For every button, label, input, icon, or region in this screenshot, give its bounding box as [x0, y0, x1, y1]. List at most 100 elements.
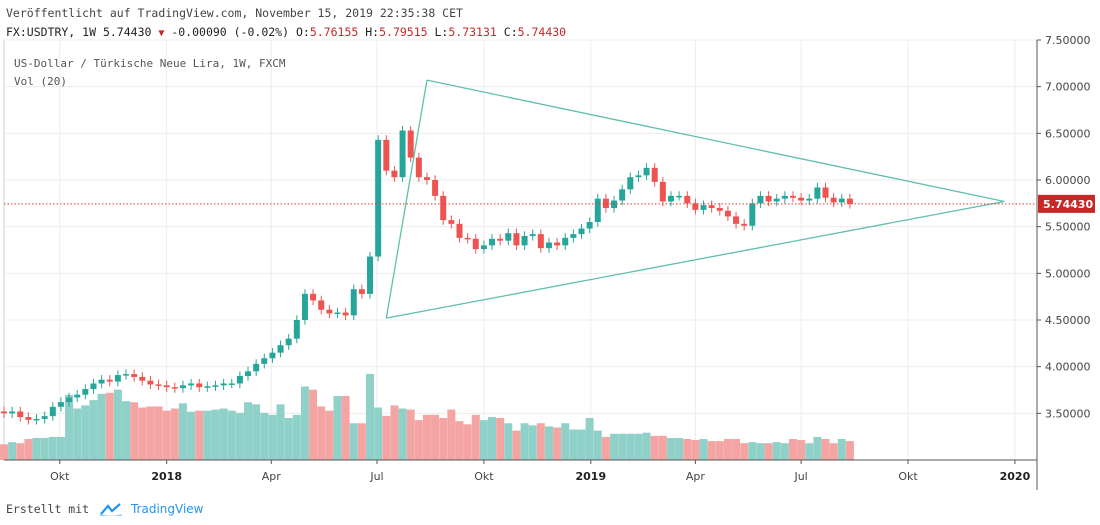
volume-bar [642, 432, 651, 460]
candle-body [277, 345, 284, 353]
candle-body [781, 195, 788, 199]
volume-bar [764, 443, 773, 460]
x-tick-label: Okt [474, 470, 494, 483]
candle-body [171, 387, 178, 389]
price-chart[interactable]: 5.74430 7.50000 7.00000 6.50000 6.00000 5.50… [0, 0, 1100, 500]
volume-bar [626, 433, 635, 460]
candle-body [261, 358, 268, 364]
candle-body [554, 242, 561, 246]
candle-body [269, 352, 276, 359]
volume-bar [24, 439, 33, 460]
candle-body [489, 238, 496, 246]
volume-bar [162, 410, 171, 460]
candle-body [497, 238, 504, 241]
volume-bar [187, 411, 196, 460]
volume-bar [821, 439, 830, 460]
candle-body [114, 375, 121, 382]
current-price-line: 5.74430 [4, 194, 1095, 213]
candle-body [33, 418, 40, 421]
x-tick-label: 2020 [1000, 470, 1031, 483]
volume-bar [366, 373, 375, 460]
candle-body [17, 411, 24, 418]
candle-body [131, 374, 138, 377]
last-price: 5.74430 [102, 25, 152, 39]
volume-bar [244, 402, 253, 460]
candle-body [456, 223, 463, 238]
candle-body [578, 228, 585, 235]
candle-body [326, 309, 333, 314]
volume-bar [447, 409, 456, 460]
candle-body [9, 411, 16, 414]
candle-body [838, 198, 845, 203]
volume-bar [691, 440, 700, 460]
volume-bar [292, 414, 301, 460]
candle-body [757, 195, 764, 204]
tradingview-brand[interactable]: TradingView [130, 502, 204, 516]
axes: 7.50000 7.00000 6.50000 6.00000 5.50000 5.000… [4, 34, 1091, 490]
candle-body [651, 167, 658, 182]
footer: Erstellt mit TradingView [6, 502, 203, 519]
candle-body [667, 195, 674, 202]
volume-indicator-label: Vol (20) [14, 75, 67, 88]
candle-body [285, 338, 292, 346]
triangle-drawing[interactable] [385, 79, 1005, 319]
volume-bar [211, 409, 220, 460]
volume-bar [97, 393, 106, 460]
volume-bar [788, 439, 797, 460]
x-tick-label: Jul [369, 470, 383, 483]
close-label: C: [503, 25, 518, 39]
volume-bar [122, 401, 131, 460]
triangle-upper-line [426, 79, 1005, 203]
volume-bar [105, 392, 114, 460]
chart-title: US-Dollar / Türkische Neue Lira, 1W, FXC… [14, 57, 286, 70]
plot-frame [3, 39, 1038, 461]
candle-body [123, 374, 130, 376]
candle-body [830, 197, 837, 203]
high-value: 5.79515 [379, 25, 428, 39]
candle-body [367, 256, 374, 294]
candle-body [529, 234, 536, 236]
volume-bar [504, 423, 513, 460]
volume-bar [569, 429, 578, 460]
candle-body [253, 363, 260, 372]
volume-bar [471, 414, 480, 460]
y-tick-label: 7.50000 [1045, 34, 1091, 47]
volume-bar [349, 423, 358, 460]
x-tick-label: Apr [686, 470, 706, 483]
down-arrow-icon: ▼ [158, 28, 165, 39]
volume-bar [455, 421, 464, 460]
volume-bar [813, 436, 822, 460]
grid-lines [3, 39, 1038, 461]
candle-body [724, 210, 731, 217]
x-tick-label: Jul [793, 470, 807, 483]
volume-bar [195, 410, 204, 460]
candle-body [480, 245, 487, 250]
candle-body [212, 385, 219, 387]
candle-body [415, 157, 422, 178]
candle-body [798, 197, 805, 201]
volume-bar [585, 418, 594, 460]
volume-bar [8, 442, 17, 460]
candle-body [619, 189, 626, 201]
candle-body [334, 312, 341, 315]
candle-body [741, 223, 748, 226]
candle-body [602, 198, 609, 208]
candle-body [188, 383, 195, 386]
candle-body [432, 180, 439, 196]
candle-body [25, 417, 32, 420]
created-with-label: Erstellt mit [6, 502, 90, 516]
candle-body [733, 216, 740, 224]
volume-bar [268, 414, 277, 460]
candle-body [635, 175, 642, 178]
candle-body [1, 411, 7, 414]
low-label: L: [434, 25, 449, 39]
close-value: 5.74430 [517, 25, 567, 39]
candle-body [521, 236, 528, 246]
candle-body [570, 234, 577, 238]
candle-body [301, 293, 308, 320]
y-tick-label: 4.50000 [1045, 314, 1091, 327]
candle-body [163, 385, 170, 388]
volume-bar [325, 410, 334, 460]
volume-bar [544, 426, 553, 460]
volume-bar [618, 433, 627, 460]
